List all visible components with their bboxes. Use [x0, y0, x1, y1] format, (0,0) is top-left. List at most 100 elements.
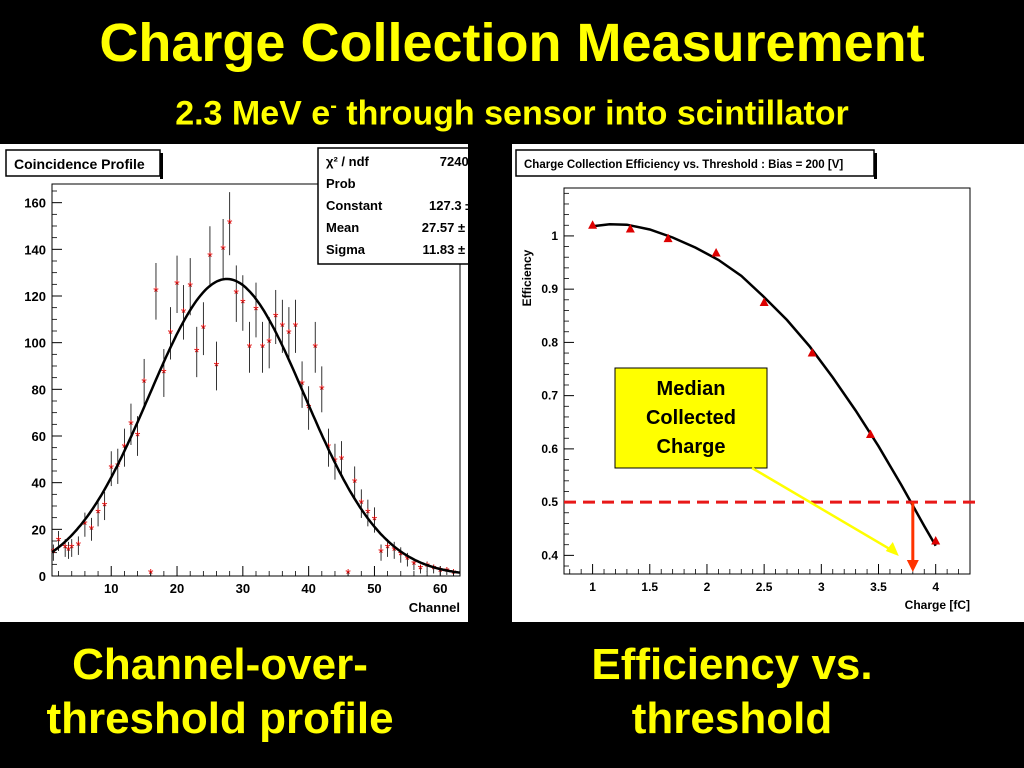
data-point: * — [299, 377, 305, 393]
y-tick-label: 0.9 — [541, 282, 558, 296]
subtitle-pre: 2.3 MeV e — [175, 94, 331, 133]
chart-title: Coincidence Profile — [14, 156, 145, 172]
data-point — [711, 247, 721, 257]
x-tick-label: 2.5 — [756, 580, 773, 594]
data-point — [931, 535, 941, 545]
stats-label: Constant — [326, 198, 383, 213]
y-tick-label: 60 — [32, 429, 46, 444]
y-tick-label: 100 — [24, 336, 46, 351]
data-point — [588, 220, 598, 229]
data-point: * — [280, 318, 286, 334]
x-tick-label: 2 — [704, 580, 711, 594]
y-tick-label: 0.5 — [541, 495, 558, 509]
caption-left-line1: Channel-over- — [72, 640, 368, 689]
x-tick-label: 3 — [818, 580, 825, 594]
annotation-pointer-head — [885, 542, 899, 556]
data-point: * — [286, 325, 292, 341]
data-point: * — [345, 566, 351, 582]
subtitle-superscript: - — [330, 95, 337, 117]
median-annotation-box — [614, 367, 768, 469]
x-tick-label: 60 — [433, 581, 447, 596]
plot-frame — [563, 187, 971, 575]
data-point: * — [141, 374, 147, 390]
title-box-shadow — [160, 153, 163, 179]
caption-right-line1: Efficiency vs. — [591, 640, 873, 689]
data-point: * — [153, 283, 159, 299]
data-point: * — [273, 309, 279, 325]
caption-left-line2: threshold profile — [46, 694, 394, 743]
x-tick-label: 30 — [236, 581, 250, 596]
data-point: * — [405, 552, 411, 568]
data-point: * — [161, 365, 167, 381]
y-tick-label: 0.6 — [541, 442, 558, 456]
data-point: * — [260, 339, 266, 355]
y-tick-label: 1 — [551, 229, 558, 243]
efficiency-panel: Charge Collection Efficiency vs. Thresho… — [512, 144, 1024, 622]
x-tick-label: 50 — [367, 581, 381, 596]
x-axis-label: Charge [fC] — [905, 598, 970, 612]
data-point: * — [220, 241, 226, 257]
y-tick-label: 40 — [32, 476, 46, 491]
slide-title: Charge Collection Measurement — [99, 13, 925, 73]
stats-label: Mean — [326, 220, 359, 235]
data-point: * — [234, 286, 240, 302]
data-point: * — [201, 321, 207, 337]
data-point: * — [398, 547, 404, 563]
median-annotation-line: Collected — [646, 407, 736, 429]
fit-curve — [51, 277, 461, 574]
data-point: * — [359, 496, 365, 512]
data-point: * — [438, 563, 444, 579]
data-point: * — [194, 344, 200, 360]
y-axis-label: Efficiency — [520, 249, 534, 306]
data-point: * — [319, 381, 325, 397]
data-point: * — [372, 512, 378, 528]
data-point: * — [240, 295, 246, 311]
stats-value: 127.3 ± 0.3 — [429, 198, 468, 213]
caption-right: Efficiency vs. threshold — [512, 638, 952, 746]
stats-value: 11.83 ± 0.03 — [423, 242, 468, 257]
data-point: * — [76, 538, 82, 554]
data-point: * — [89, 521, 95, 537]
y-tick-label: 20 — [32, 522, 46, 537]
x-tick-label: 40 — [301, 581, 315, 596]
y-tick-label: 120 — [24, 289, 46, 304]
stats-value: 27.57 ± 0.03 — [422, 220, 468, 235]
median-annotation-line: Median — [657, 378, 726, 400]
data-point — [866, 429, 876, 439]
annotation-pointer — [751, 466, 896, 554]
data-point: * — [293, 318, 299, 334]
data-point: * — [385, 540, 391, 556]
data-point: * — [411, 556, 417, 572]
data-point: * — [365, 505, 371, 521]
x-tick-label: 20 — [170, 581, 184, 596]
data-point: * — [69, 540, 75, 556]
y-tick-label: 0.4 — [541, 548, 558, 562]
data-point: * — [339, 451, 345, 467]
y-tick-label: 140 — [24, 242, 46, 257]
title-box-shadow — [874, 153, 877, 179]
data-point — [759, 297, 769, 306]
y-tick-label: 0.7 — [541, 389, 558, 403]
title-box — [5, 149, 161, 177]
data-point: * — [181, 304, 187, 320]
stats-label: Prob — [326, 176, 356, 191]
data-point: * — [56, 533, 62, 549]
data-point: * — [51, 545, 57, 561]
chart-title: Charge Collection Efficiency vs. Thresho… — [524, 159, 843, 171]
data-point: * — [168, 325, 174, 341]
title-box — [515, 149, 875, 177]
data-point: * — [174, 276, 180, 292]
data-point — [625, 223, 635, 233]
data-point: * — [135, 428, 141, 444]
stats-label: χ² / ndf — [326, 154, 370, 169]
y-tick-label: 80 — [32, 382, 46, 397]
slide-subtitle: 2.3 MeV e- through sensor into scintilla… — [0, 84, 1024, 135]
median-arrowhead — [906, 560, 919, 572]
x-tick-label: 1 — [589, 580, 596, 594]
data-point: * — [391, 542, 397, 558]
y-tick-label: 0 — [39, 569, 46, 584]
x-tick-label: 10 — [104, 581, 118, 596]
data-point: * — [424, 559, 430, 575]
coincidence-profile-chart: Coincidence Profile 0 20 40 60 80 100 120 140 160… — [5, 147, 468, 615]
stats-label: Sigma — [326, 242, 366, 257]
